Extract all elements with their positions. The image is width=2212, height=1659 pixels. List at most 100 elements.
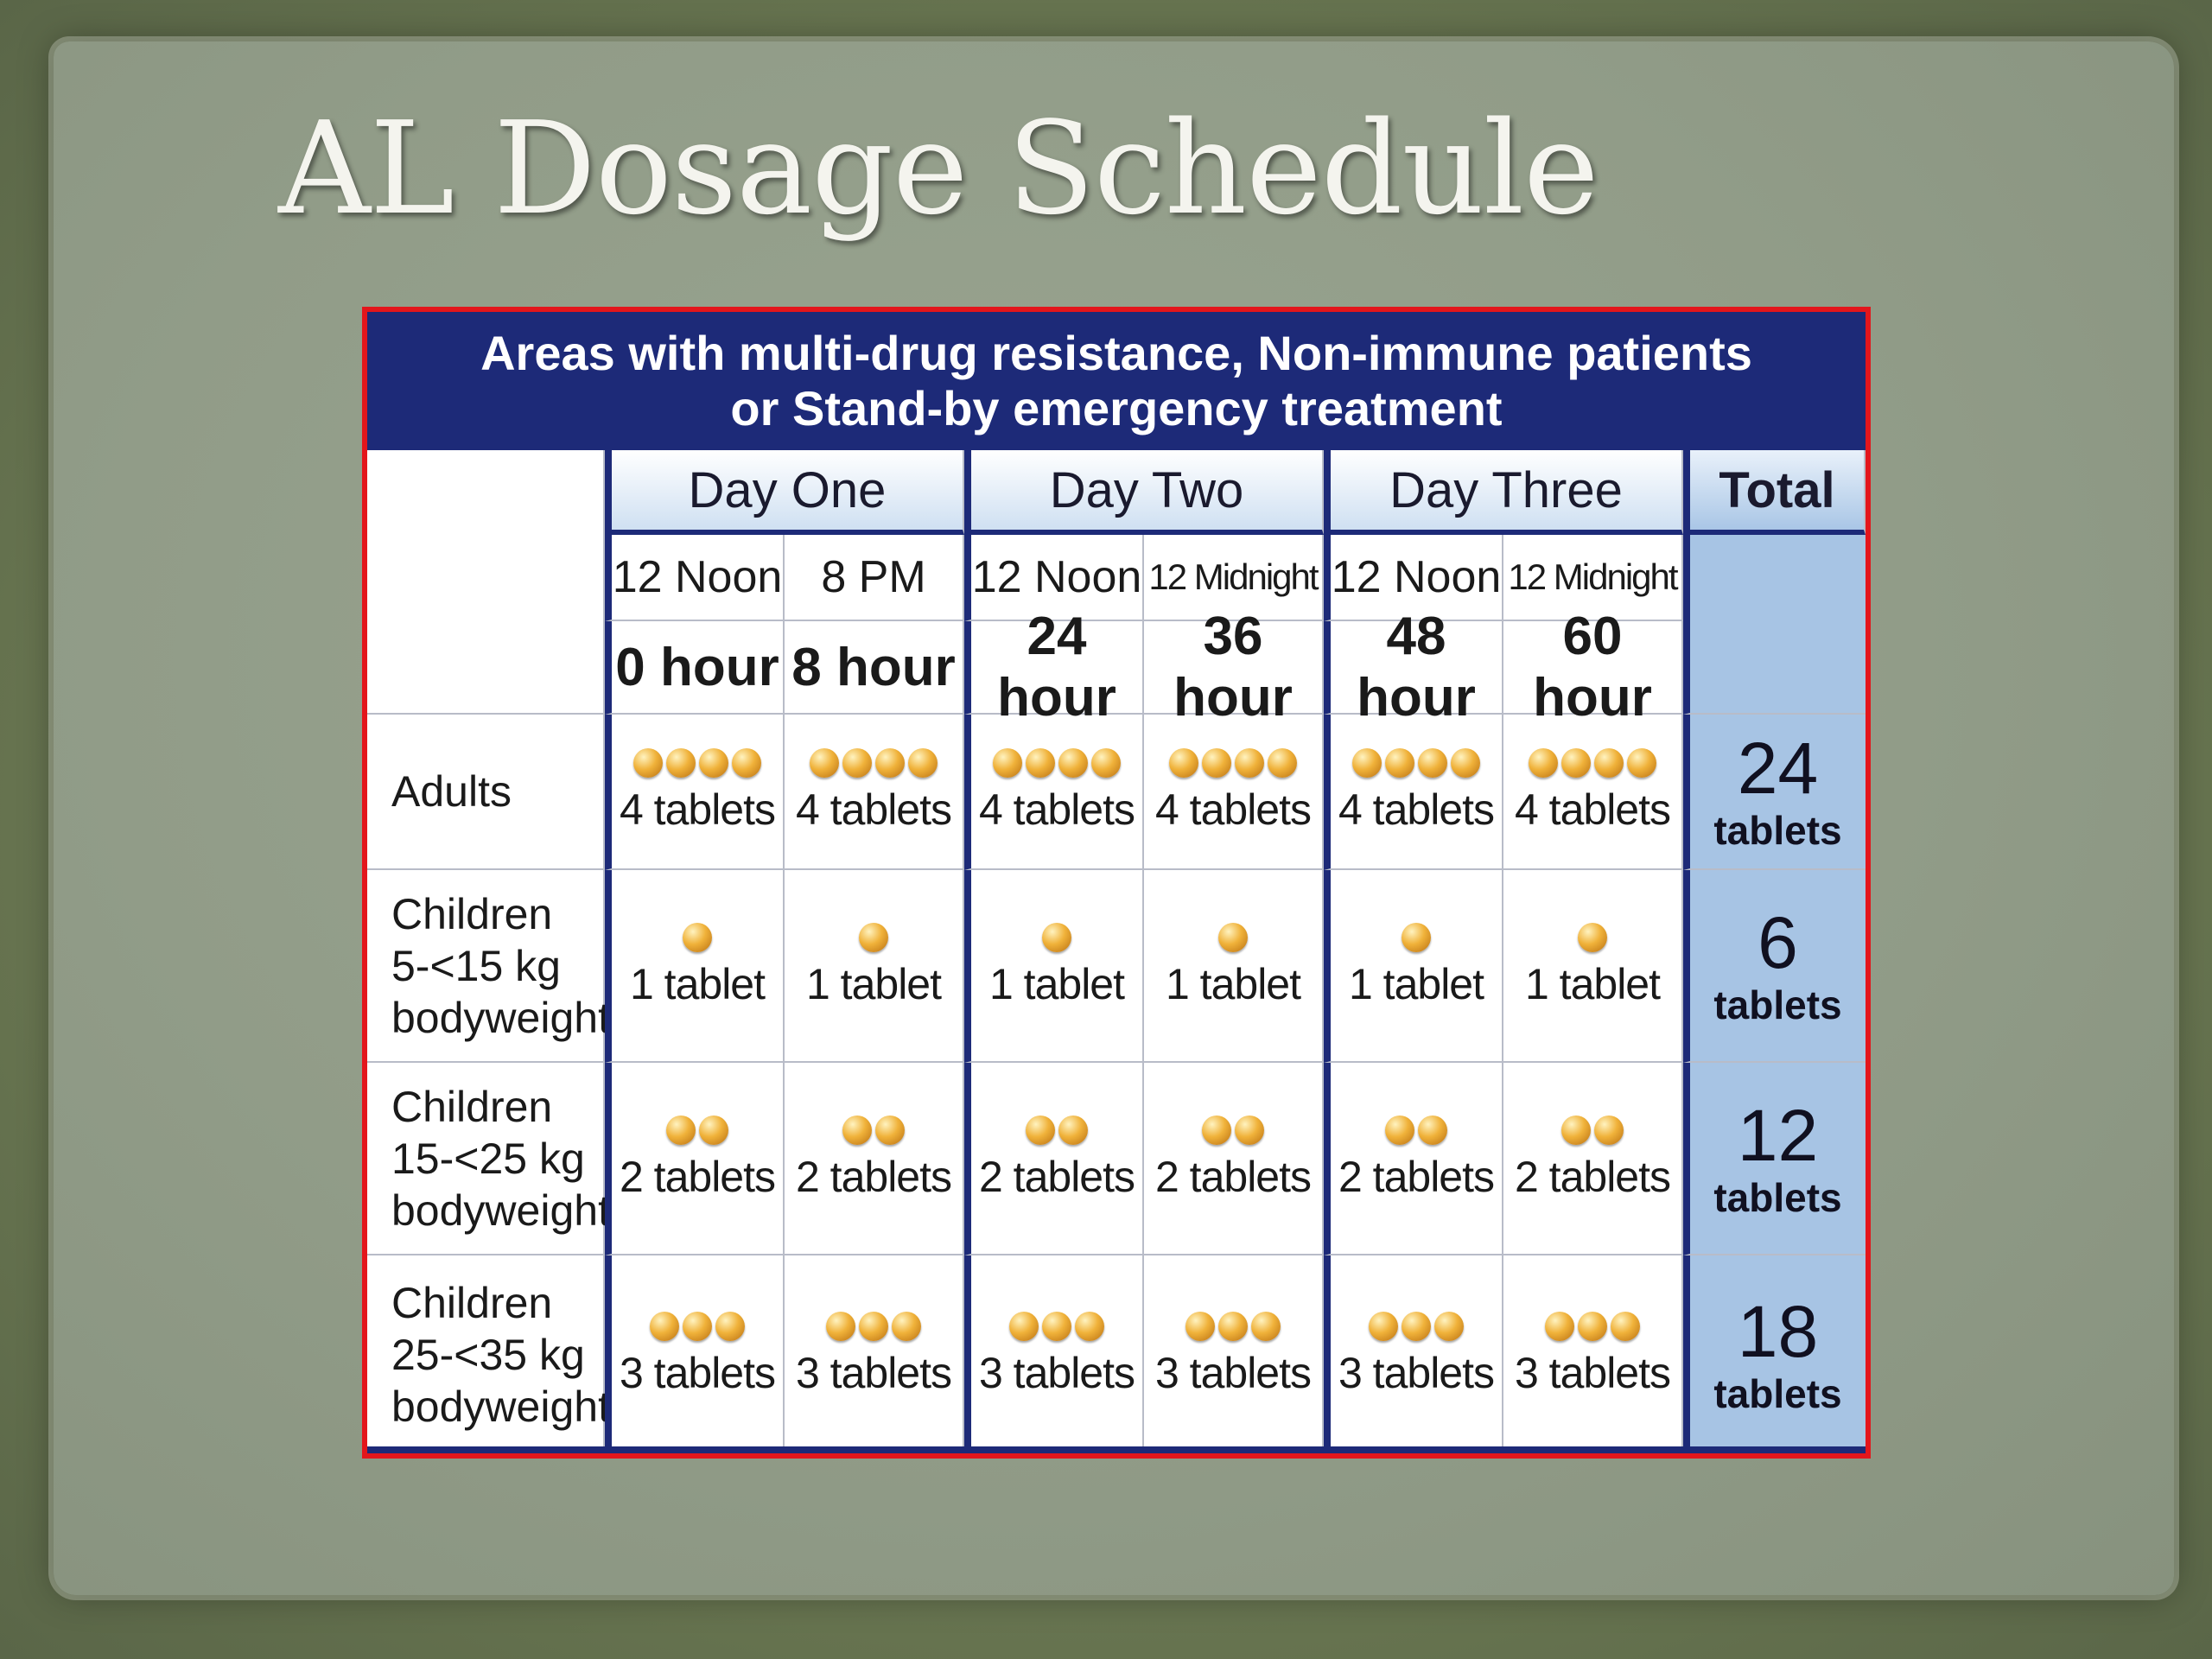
- row-label-line: Adults: [391, 767, 512, 816]
- tablet-icons: [1385, 1115, 1447, 1145]
- tablet-icon: [1235, 1115, 1264, 1145]
- tablet-icon: [1578, 1311, 1607, 1341]
- tablet-icon: [666, 1115, 696, 1145]
- tablet-icons: [666, 1115, 728, 1145]
- row-label: Adults: [367, 715, 605, 870]
- dose-cell: 3 tablets: [1503, 1255, 1683, 1453]
- tablet-icons: [1545, 1311, 1640, 1341]
- dose-cell: 3 tablets: [1324, 1255, 1503, 1453]
- dose-cell: 4 tablets: [785, 715, 964, 870]
- dose-label: 2 tablets: [619, 1152, 776, 1201]
- tablet-icons: [1402, 922, 1431, 952]
- dose-label: 1 tablet: [805, 959, 942, 1008]
- dose-label: 4 tablets: [1154, 785, 1312, 834]
- tablet-icon: [892, 1311, 921, 1341]
- table-bottom-rule: [367, 1446, 1866, 1453]
- dose-label: 4 tablets: [619, 785, 776, 834]
- dose-label: 4 tablets: [795, 785, 952, 834]
- tablet-icons: [1578, 922, 1607, 952]
- tablet-icons: [1202, 1115, 1264, 1145]
- dose-label: 3 tablets: [795, 1348, 952, 1397]
- tablet-icons: [859, 922, 888, 952]
- tablet-icons: [1042, 922, 1071, 952]
- dose-label: 3 tablets: [1338, 1348, 1495, 1397]
- tablet-icon: [650, 1311, 679, 1341]
- tablet-icon: [1627, 748, 1656, 778]
- tablet-icon: [1385, 1115, 1414, 1145]
- tablet-icon: [1402, 1311, 1431, 1341]
- total-cell: 12 tablets: [1683, 1063, 1866, 1255]
- tablet-icons: [650, 1311, 745, 1341]
- tablet-icon: [1369, 1311, 1398, 1341]
- hour-header: 60 hour: [1503, 607, 1683, 728]
- tablet-icon: [875, 748, 905, 778]
- tablet-icon: [810, 748, 839, 778]
- dose-cell: 2 tablets: [605, 1063, 785, 1255]
- tablet-icon: [908, 748, 938, 778]
- total-unit: tablets: [1713, 1174, 1842, 1220]
- total-unit: tablets: [1713, 1370, 1842, 1416]
- dose-cell: 3 tablets: [605, 1255, 785, 1453]
- time-header: 12 Midnight: [1503, 535, 1683, 621]
- tablet-icon: [842, 1115, 872, 1145]
- dose-cell: 3 tablets: [964, 1255, 1144, 1453]
- tablet-icon: [1594, 748, 1624, 778]
- tablet-icon: [1418, 748, 1447, 778]
- tablet-icons: [1218, 922, 1248, 952]
- banner-line-1: Areas with multi-drug resistance, Non-im…: [480, 326, 1752, 380]
- dose-cell: 4 tablets: [605, 715, 785, 870]
- tablet-icon: [1026, 1115, 1055, 1145]
- tablet-icon: [859, 922, 888, 952]
- row-label-line: bodyweight: [391, 993, 610, 1042]
- tablet-icons: [1561, 1115, 1624, 1145]
- tablet-icon: [1451, 748, 1480, 778]
- page-title: AL Dosage Schedule: [278, 94, 1599, 243]
- tablet-icon: [1385, 748, 1414, 778]
- total-number: 24: [1737, 728, 1819, 809]
- tablet-icon: [1091, 748, 1121, 778]
- tablet-icon: [1042, 922, 1071, 952]
- total-header-fill: [1683, 535, 1866, 715]
- dose-label: 3 tablets: [1154, 1348, 1312, 1397]
- tablet-icons: [1529, 748, 1656, 778]
- tablet-icon: [1561, 748, 1591, 778]
- tablet-icon: [859, 1311, 888, 1341]
- tablet-icon: [826, 1311, 855, 1341]
- tablet-icon: [683, 922, 712, 952]
- total-header: Total: [1683, 450, 1866, 535]
- hour-header: 0 hour: [605, 621, 785, 715]
- tablet-icon: [1434, 1311, 1464, 1341]
- dose-cell: 1 tablet: [785, 870, 964, 1063]
- tablet-icons: [1169, 748, 1297, 778]
- tablet-icon: [1026, 748, 1055, 778]
- row-label-line: 15-<25 kg: [391, 1134, 585, 1183]
- total-cell: 24 tablets: [1683, 715, 1866, 870]
- table-banner: Areas with multi-drug resistance, Non-im…: [367, 312, 1866, 450]
- dose-label: 4 tablets: [1514, 785, 1671, 834]
- dose-cell: 2 tablets: [785, 1063, 964, 1255]
- dose-label: 4 tablets: [978, 785, 1135, 834]
- empty-header-cell: [367, 450, 605, 715]
- dose-cell: 1 tablet: [605, 870, 785, 1063]
- tablet-icon: [1268, 748, 1297, 778]
- tablet-icon: [875, 1115, 905, 1145]
- tablet-icon: [715, 1311, 745, 1341]
- dose-label: 1 tablet: [1348, 959, 1484, 1008]
- tablet-icon: [1042, 1311, 1071, 1341]
- tablet-icon: [633, 748, 663, 778]
- tablet-icon: [1545, 1311, 1574, 1341]
- dose-label: 3 tablets: [1514, 1348, 1671, 1397]
- tablet-icon: [1218, 922, 1248, 952]
- tablet-icon: [1009, 1311, 1039, 1341]
- tablet-icon: [842, 748, 872, 778]
- tablet-icon: [1418, 1115, 1447, 1145]
- tablet-icon: [1235, 748, 1264, 778]
- tablet-icons: [842, 1115, 905, 1145]
- dose-cell: 4 tablets: [964, 715, 1144, 870]
- dose-cell: 2 tablets: [964, 1063, 1144, 1255]
- time-header: 12 Noon: [605, 535, 785, 621]
- tablet-icon: [1578, 922, 1607, 952]
- dose-cell: 2 tablets: [1324, 1063, 1503, 1255]
- tablet-icon: [1251, 1311, 1281, 1341]
- dose-label: 1 tablet: [1524, 959, 1661, 1008]
